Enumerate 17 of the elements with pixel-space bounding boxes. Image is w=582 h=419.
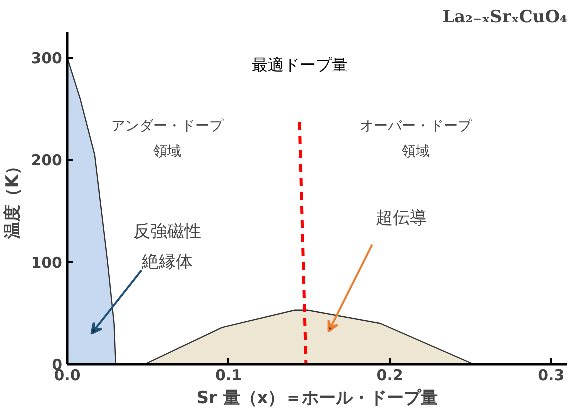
y-tick-label: 300 xyxy=(31,50,62,68)
x-axis-title: Sr 量（x）＝ホール・ドープ量 xyxy=(196,388,438,408)
x-tick-label: 0.3 xyxy=(538,366,565,384)
x-tick-label: 0.1 xyxy=(216,366,242,384)
text: 最適ドープ量 xyxy=(252,55,348,74)
y-tick-label: 200 xyxy=(31,152,62,170)
chart-title: La₂₋ₓSrₓCuO₄ xyxy=(442,8,568,28)
y-tick-label: 100 xyxy=(31,254,62,272)
annotation: アンダー・ドープ xyxy=(112,118,224,135)
annotation: 絶縁体 xyxy=(141,252,193,273)
annotation: オーバー・ドープ xyxy=(360,118,473,135)
annotation: 超伝導 xyxy=(376,208,427,229)
annotation: 反強磁性 xyxy=(134,222,202,242)
annotation: 領域 xyxy=(402,144,430,160)
annotation: 領域 xyxy=(154,144,182,160)
x-tick-label: 0.2 xyxy=(376,366,404,384)
y-axis-title: 温度（K） xyxy=(3,158,24,240)
